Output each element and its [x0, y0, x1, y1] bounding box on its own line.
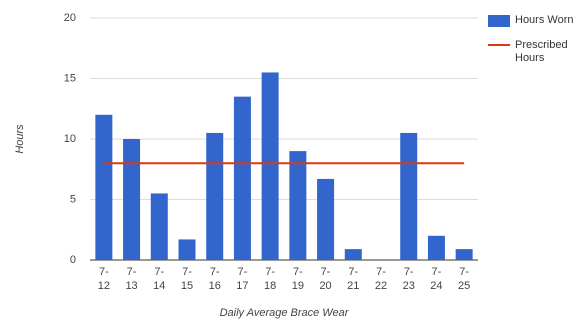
- bar: [289, 151, 307, 260]
- x-tick-label: 7-12: [97, 266, 110, 292]
- x-tick-label: 7-22: [374, 266, 388, 292]
- bar: [261, 72, 279, 260]
- y-tick-label: 0: [70, 254, 76, 266]
- x-tick-label: 7-16: [208, 266, 221, 292]
- bar: [233, 96, 251, 261]
- x-tick-label: 7-20: [319, 266, 332, 292]
- bar: [123, 139, 141, 260]
- x-tick-label: 7-25: [458, 266, 471, 292]
- y-tick-label: 5: [70, 193, 76, 205]
- y-axis-title: Hours: [14, 124, 26, 154]
- x-tick-label: 7-23: [402, 266, 415, 292]
- x-axis-title: Daily Average Brace Wear: [220, 307, 350, 319]
- bar: [178, 239, 196, 260]
- bar: [344, 249, 362, 260]
- legend-label: Prescribed Hours: [515, 39, 568, 64]
- bar: [455, 249, 473, 260]
- x-tick-label: 7-14: [153, 266, 166, 292]
- x-tick-label: 7-19: [291, 266, 304, 292]
- bar: [206, 132, 224, 260]
- x-tick-label: 7-17: [236, 266, 249, 292]
- legend-label: Hours Worn: [515, 14, 574, 26]
- y-tick-label: 15: [64, 72, 76, 84]
- bar: [427, 235, 445, 260]
- legend-swatch: [488, 15, 510, 27]
- x-tick-label: 7-13: [125, 266, 138, 292]
- y-tick-label: 10: [64, 133, 76, 145]
- x-tick-label: 7-24: [430, 266, 443, 292]
- x-tick-label: 7-18: [264, 266, 277, 292]
- x-tick-label: 7-21: [347, 266, 360, 292]
- x-tick-label: 7-15: [180, 266, 194, 292]
- bar: [95, 114, 113, 260]
- bar: [317, 178, 335, 260]
- bar: [150, 193, 168, 260]
- bar: [400, 132, 418, 260]
- y-tick-label: 20: [64, 12, 76, 24]
